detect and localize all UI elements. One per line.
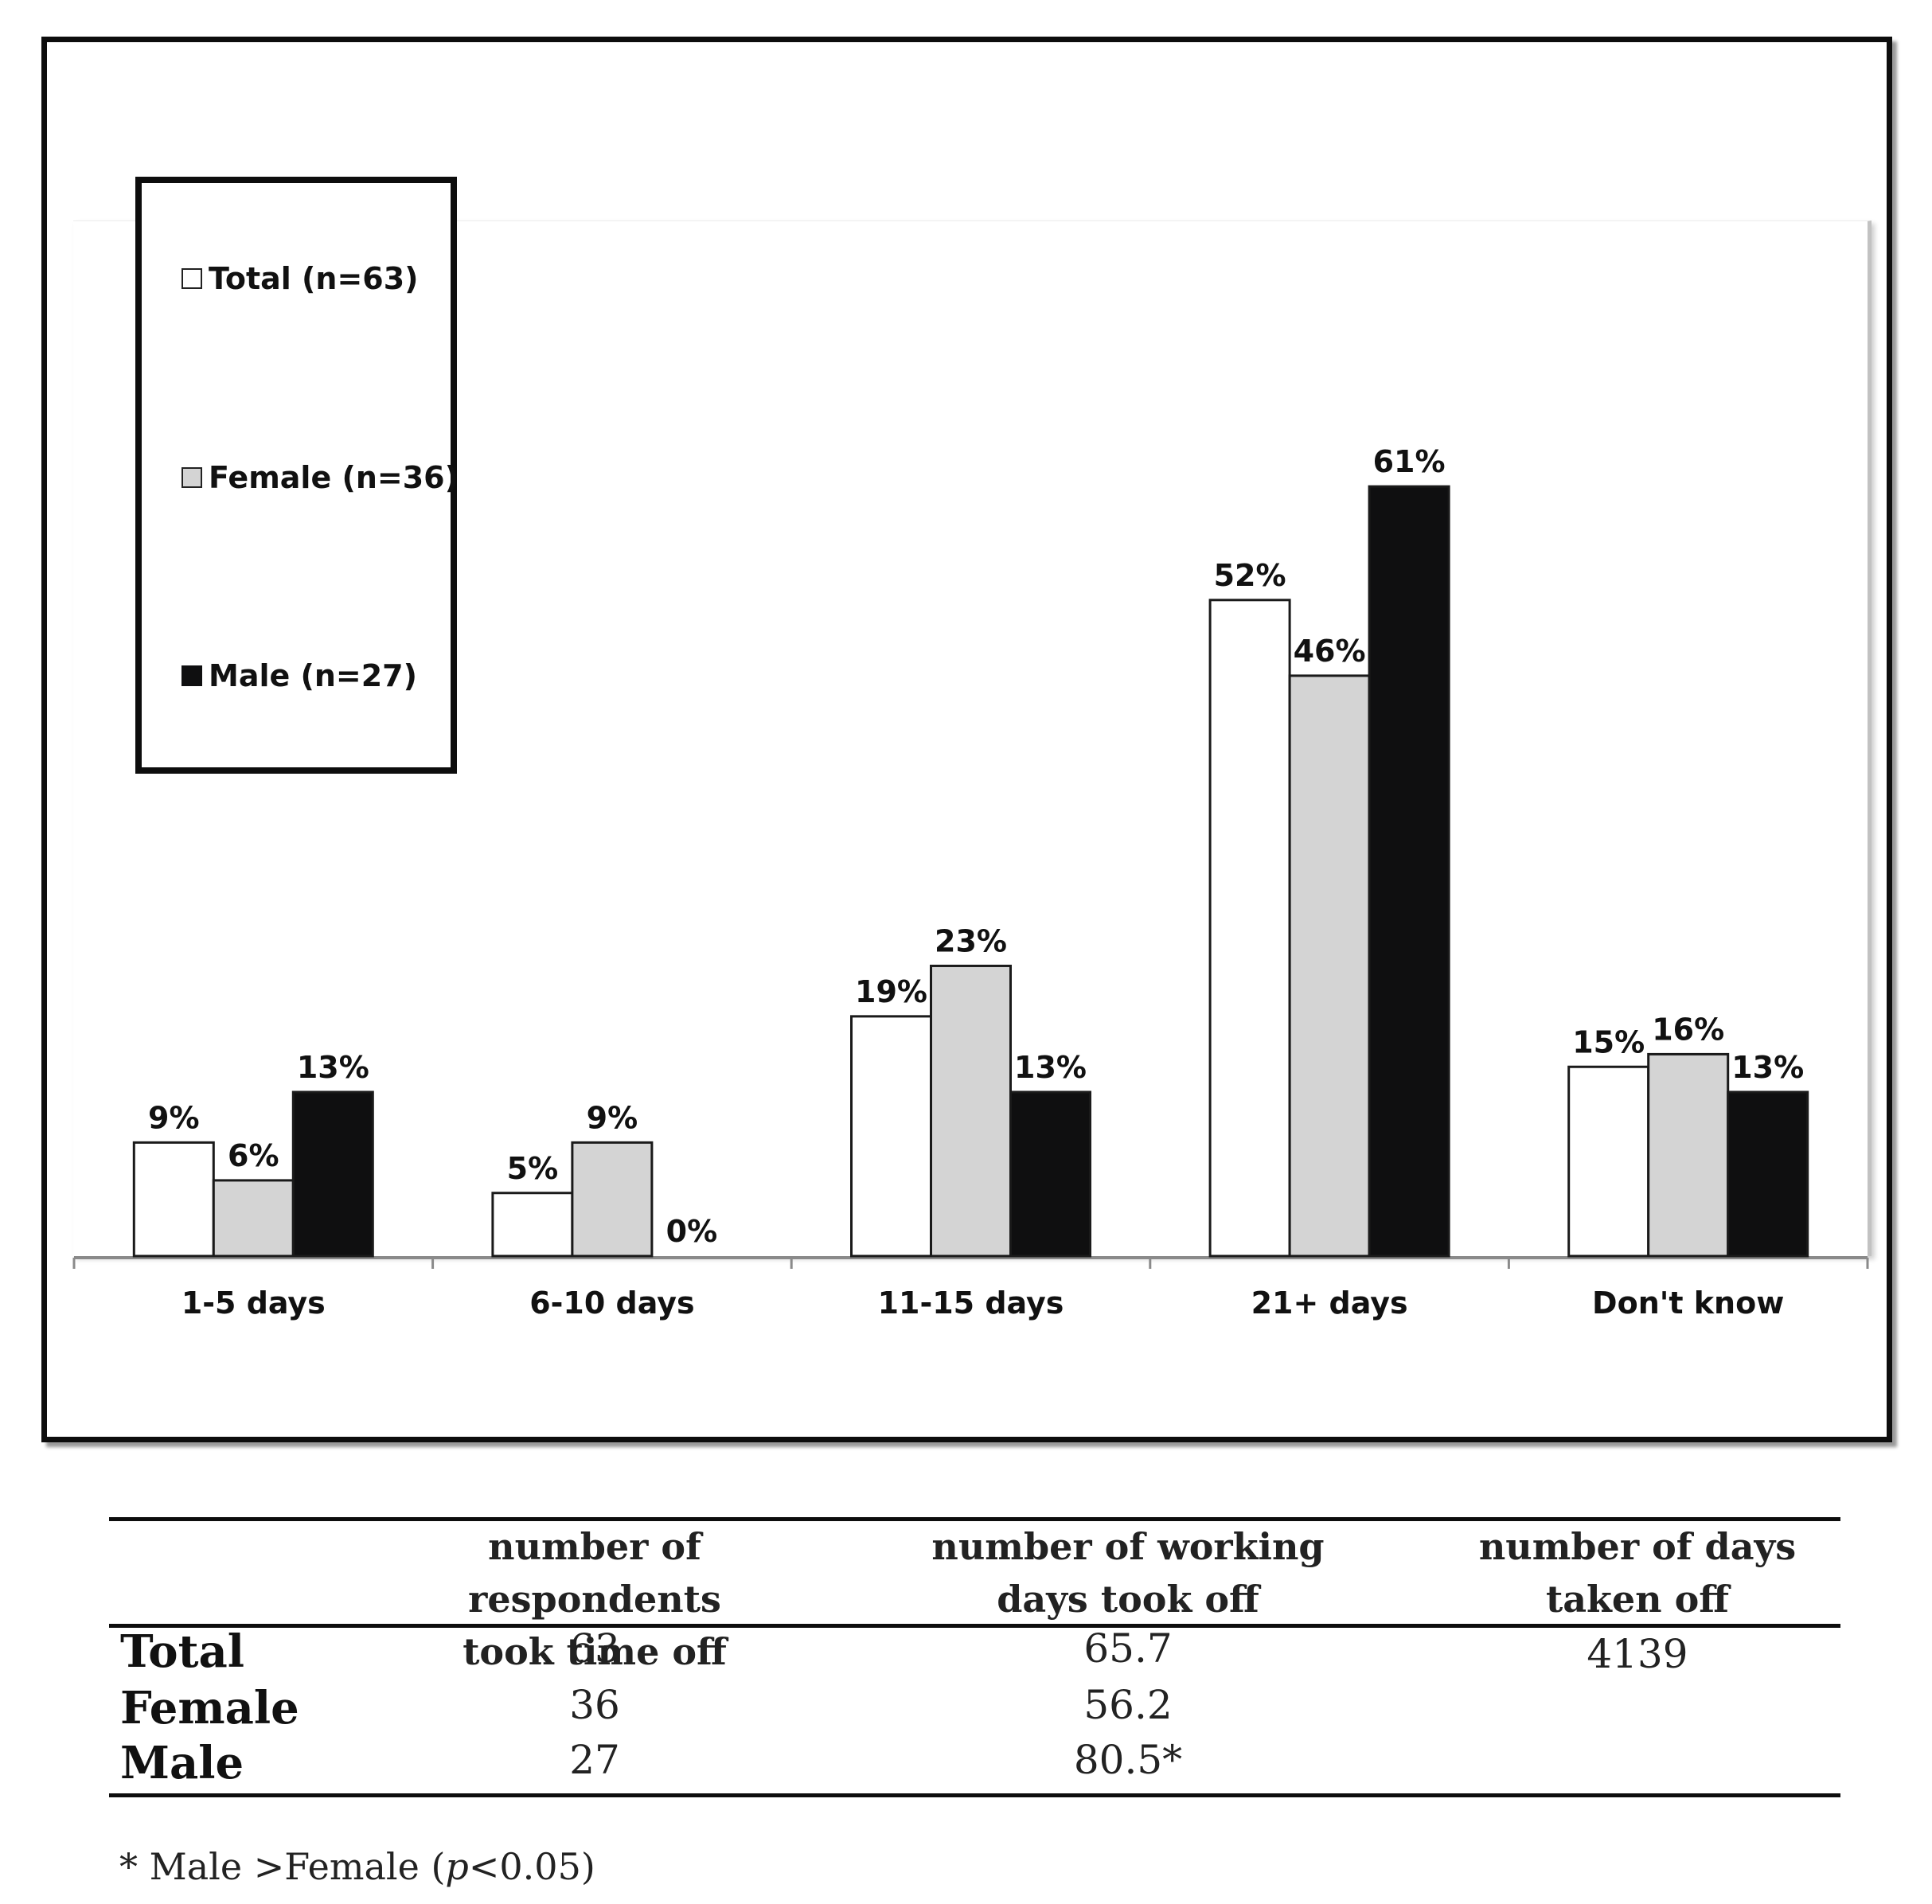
x-tick-label: 21+ days <box>1251 1286 1408 1321</box>
data-label: 61% <box>1373 444 1446 479</box>
legend-label-female: Female (n=36) <box>209 460 459 495</box>
data-label: 15% <box>1572 1024 1645 1059</box>
data-label: 9% <box>148 1100 200 1135</box>
header-line: number of days <box>1478 1525 1797 1568</box>
legend-item-total: Total (n=63) <box>181 261 419 296</box>
table-row-label-male: Male <box>120 1737 244 1789</box>
bar <box>1727 1091 1809 1258</box>
bar <box>291 1091 374 1258</box>
table-row-label-female: Female <box>120 1682 299 1734</box>
bar <box>1208 599 1291 1258</box>
table-cell: 36 <box>569 1682 620 1728</box>
data-label: 52% <box>1214 558 1286 593</box>
table-header-respondents: number of respondents took time off <box>372 1520 818 1678</box>
table-row-label-total: Total <box>120 1625 245 1678</box>
data-label: 9% <box>587 1100 638 1135</box>
bar <box>212 1179 295 1258</box>
bar <box>1009 1091 1091 1258</box>
bar <box>930 964 1012 1258</box>
bar <box>491 1192 574 1258</box>
header-line: taken off <box>1545 1578 1730 1621</box>
plot-area <box>73 220 1872 1256</box>
footnote-p: p <box>445 1845 469 1888</box>
legend-item-male: Male (n=27) <box>181 658 417 693</box>
data-label: 5% <box>507 1151 559 1186</box>
x-tick-label: 11-15 days <box>878 1286 1064 1321</box>
legend-swatch-total <box>181 268 202 289</box>
header-line: took time off <box>463 1630 727 1673</box>
bar <box>132 1141 215 1258</box>
bar <box>1567 1065 1650 1258</box>
legend-swatch-female <box>181 467 202 488</box>
header-line: number of respondents <box>468 1525 721 1621</box>
data-label: 0% <box>666 1214 718 1249</box>
x-tick-label: Don't know <box>1592 1286 1784 1321</box>
legend-label-male: Male (n=27) <box>209 658 417 693</box>
x-tick-label: 6-10 days <box>529 1286 694 1321</box>
header-line: number of working <box>931 1525 1325 1568</box>
bar <box>850 1015 932 1258</box>
table-header-working-days: number of working days took off <box>905 1520 1351 1625</box>
legend-item-female: Female (n=36) <box>181 460 459 495</box>
table-cell: 56.2 <box>1083 1682 1173 1728</box>
bar <box>1368 485 1450 1258</box>
table-cell: 80.5* <box>1073 1737 1183 1783</box>
table-cell: 63 <box>569 1625 620 1672</box>
table-header-rule <box>109 1624 1840 1628</box>
table-cell: 65.7 <box>1083 1625 1173 1672</box>
bar <box>1288 674 1371 1258</box>
data-label: 6% <box>228 1138 279 1173</box>
data-label: 46% <box>1294 634 1366 669</box>
legend: Total (n=63) Female (n=36) Male (n=27) <box>135 177 459 774</box>
data-label: 13% <box>297 1050 369 1085</box>
data-label: 23% <box>935 923 1007 958</box>
footnote-suffix: <0.05) <box>468 1845 595 1888</box>
table-bottom-rule <box>109 1793 1840 1797</box>
footnote-prefix: * Male >Female ( <box>119 1845 446 1888</box>
legend-swatch-male <box>181 665 202 686</box>
legend-label-total: Total (n=63) <box>209 261 419 296</box>
table-cell: 4139 <box>1587 1631 1688 1677</box>
table-top-rule <box>109 1517 1840 1521</box>
bar <box>571 1141 654 1258</box>
table-header-days-taken: number of days taken off <box>1462 1520 1813 1625</box>
header-line: days took off <box>997 1578 1259 1621</box>
data-label: 16% <box>1652 1012 1724 1047</box>
data-label: 13% <box>1731 1050 1804 1085</box>
bar <box>1647 1052 1730 1258</box>
data-label: 19% <box>855 974 927 1009</box>
footnote: * Male >Female (p<0.05) <box>119 1845 595 1888</box>
table-cell: 27 <box>569 1737 620 1783</box>
x-tick-label: 1-5 days <box>181 1286 326 1321</box>
data-label: 13% <box>1014 1050 1087 1085</box>
